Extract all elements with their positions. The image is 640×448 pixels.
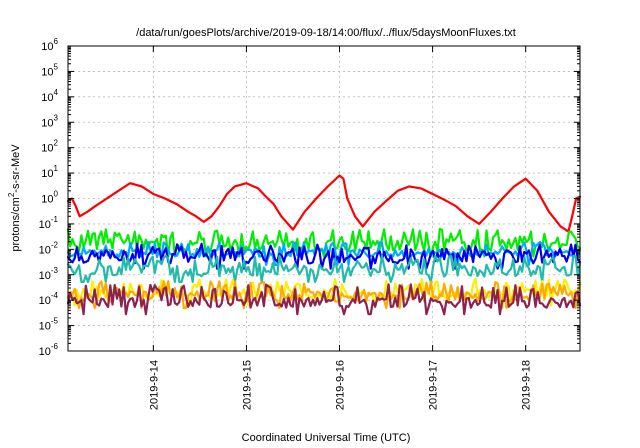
y-tick-label: 102 [41,139,58,155]
y-tick-label: 106 [41,37,58,53]
x-tick-label: 2019-9-17 [428,360,440,410]
x-tick-label: 2019-9-15 [241,360,253,410]
y-axis-label-superscript: 2 [7,192,16,197]
series-line [66,283,582,316]
x-tick-label: 2019-9-18 [521,360,533,410]
y-axis-label: protons/cm2-s-sr-MeV [7,144,22,252]
series-line [66,254,582,283]
y-tick-label: 104 [41,88,58,104]
y-tick-label: 10-2 [39,240,59,256]
x-tick-label: 2019-9-16 [335,360,347,410]
y-tick-label: 100 [41,190,58,206]
y-tick-label: 101 [41,164,58,180]
y-tick-label: 10-6 [39,342,59,358]
y-tick-label: 105 [41,62,58,78]
series-line [66,227,582,258]
series-line [66,242,582,270]
x-axis-label: Coordinated Universal Time (UTC) [242,432,411,444]
y-tick-label: 10-4 [39,291,59,307]
chart-title: /data/run/goesPlots/archive/2019-09-18/1… [136,27,516,39]
y-axis-label-suffix: -s-sr-MeV [10,144,22,193]
x-axis: 2019-9-14 2019-9-15 2019-9-16 2019-9-17 2019… [148,46,533,410]
y-axis: 10-6 10-5 10-4 10-3 10-2 10-1 100 101 102 103 104 1… [39,37,580,358]
y-tick-label: 10-1 [39,215,59,231]
y-tick-label: 10-3 [39,266,59,282]
x-tick-label: 2019-9-14 [148,360,160,410]
grid [68,46,580,351]
y-axis-label-prefix: protons/cm [10,197,22,251]
series-layer [66,174,582,316]
series-line [66,174,582,233]
y-tick-label: 10-5 [39,317,59,333]
y-tick-label: 103 [41,113,58,129]
